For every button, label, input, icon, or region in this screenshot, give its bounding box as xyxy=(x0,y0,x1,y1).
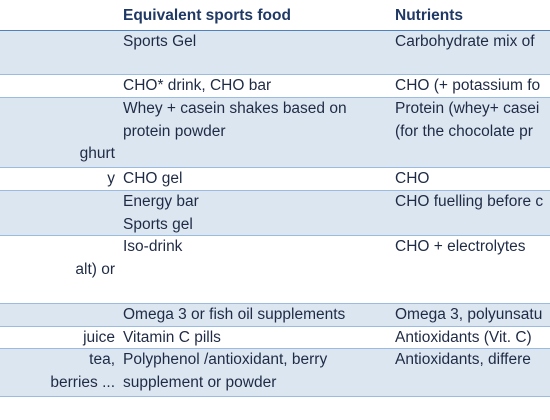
cell-text: CHO xyxy=(395,170,430,187)
table-row: alt) or Iso-drink CHO + electrolytes xyxy=(0,236,550,304)
cell-text: Sports gel xyxy=(123,215,193,233)
cell-text: Polyphenol /antioxidant, berry xyxy=(123,351,328,368)
cell-text: Omega 3, polyunsatu xyxy=(395,306,543,323)
cell-text: CHO fuelling before c xyxy=(395,193,544,210)
cell-text: Omega 3 or fish oil supplements xyxy=(123,306,346,323)
table-row: y CHO gel CHO xyxy=(0,168,550,191)
cell-text: Antioxidants, differe xyxy=(395,351,531,368)
table-row: tea, berries ... Polyphenol /antioxidant, … xyxy=(0,349,550,397)
cell-text: alt) or xyxy=(75,260,115,278)
cell-text: Carbohydrate mix of xyxy=(395,33,535,50)
cell-text: y xyxy=(107,170,115,187)
cell-text: supplement or powder xyxy=(123,373,277,391)
cell-text: juice xyxy=(83,329,115,346)
cell-text: Vitamin C pills xyxy=(123,329,221,346)
cell-text: Protein (whey+ casei xyxy=(395,100,540,117)
cell-text: CHO gel xyxy=(123,170,183,187)
cell-text: protein powder xyxy=(123,122,226,140)
cell-text: Antioxidants (Vit. C) xyxy=(395,329,532,346)
table-row: Omega 3 or fish oil supplements Omega 3, … xyxy=(0,304,550,327)
table-row: juice Vitamin C pills Antioxidants (Vit. C… xyxy=(0,327,550,349)
cell-text: ghurt xyxy=(79,145,115,162)
table-row: Energy bar Sports gel CHO fuelling before … xyxy=(0,191,550,236)
cell-text: (for the chocolate pr xyxy=(395,122,533,140)
cell-text: CHO* drink, CHO bar xyxy=(123,77,272,94)
table-row: ghurt Whey + casein shakes based on protei… xyxy=(0,98,550,168)
cell-text: tea, xyxy=(89,351,115,368)
cell-text: Whey + casein shakes based on xyxy=(123,100,347,117)
cell-text: Energy bar xyxy=(123,193,199,210)
cell-text: Iso-drink xyxy=(123,238,183,255)
table-row: Sports Gel Carbohydrate mix of xyxy=(0,31,550,75)
table-row: CHO* drink, CHO bar CHO (+ potassium fo xyxy=(0,75,550,98)
header-cell: Nutrients xyxy=(395,7,464,24)
cell-text: berries ... xyxy=(50,373,115,391)
cell-text: Sports Gel xyxy=(123,33,197,50)
header-row: Equivalent sports food Nutrients xyxy=(0,0,550,31)
header-cell: Equivalent sports food xyxy=(123,7,291,24)
cell-text: CHO (+ potassium fo xyxy=(395,77,541,94)
cell-text: CHO + electrolytes xyxy=(395,238,526,255)
